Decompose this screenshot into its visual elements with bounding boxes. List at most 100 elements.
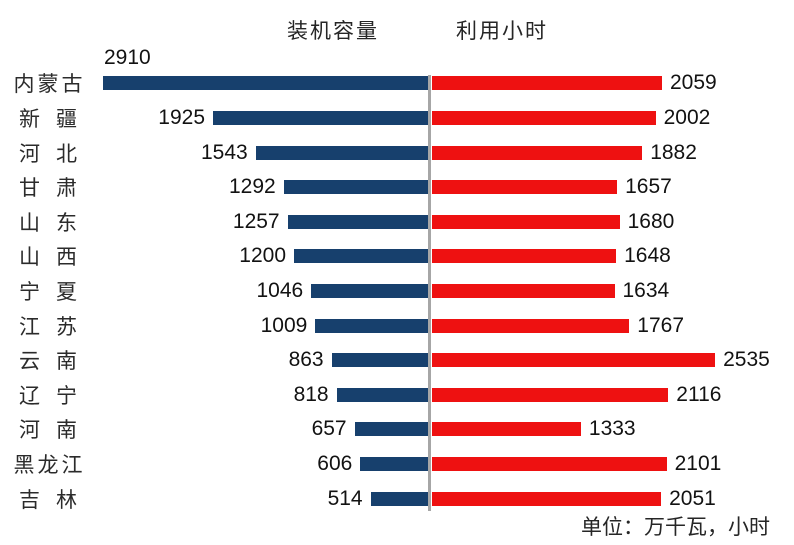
hours-bar [432,249,617,264]
category-char: 龙 [37,454,59,477]
hours-value: 2002 [663,105,711,129]
capacity-zone: 1543 [201,141,428,165]
hours-bar [432,214,620,229]
hours-zone: 1634 [432,279,669,303]
hours-zone: 2002 [432,106,710,130]
category-label: 甘肃 [9,172,87,202]
capacity-bar [255,145,428,160]
capacity-value: 1200 [239,244,286,268]
hours-value: 1634 [622,278,670,302]
category-char: 河 [19,419,40,443]
chart-rows: 内蒙古 2059 新疆 1925 2002 河北 1543 1882 甘肃 1292 1657 山东 1… [0,66,794,516]
chart-row: 宁夏 1046 1634 [0,274,794,309]
capacity-bar [311,283,428,298]
category-label: 辽宁 [9,380,87,410]
capacity-zone: 1925 [158,106,428,130]
hours-value: 2059 [670,71,717,95]
hours-value: 2535 [723,348,770,372]
hours-zone: 2051 [432,487,716,511]
capacity-zone: 1292 [229,175,428,199]
hours-bar [432,457,667,471]
category-char: 疆 [56,107,77,131]
category-label: 宁夏 [9,276,87,306]
category-char: 山 [19,211,40,235]
chart-row: 河南 657 1333 [0,412,794,447]
category-label: 河北 [9,138,87,168]
axis-divider [428,75,431,511]
hours-series-header: 利用小时 [456,20,548,43]
chart-row: 云南 863 2535 [0,343,794,378]
category-char: 蒙 [37,73,59,97]
capacity-zone: 818 [294,383,428,407]
category-label: 江苏 [9,311,87,341]
capacity-bar [287,214,428,229]
capacity-bar [315,318,428,333]
category-char: 甘 [19,177,40,201]
hours-zone: 1680 [432,210,674,234]
chart-row: 内蒙古 2059 [0,66,794,101]
capacity-value: 657 [311,417,347,441]
category-char: 辽 [19,384,40,408]
capacity-value: 818 [293,382,329,406]
capacity-bar [336,387,428,402]
category-char: 江 [61,454,83,477]
category-label: 黑龙江 [9,449,87,479]
capacity-bar [370,491,428,506]
capacity-value: 1925 [158,105,205,129]
capacity-value: 1046 [256,278,304,302]
category-char: 江 [19,315,40,339]
hours-value: 2116 [676,382,722,406]
hours-value: 1680 [627,209,675,233]
capacity-bar [360,457,428,471]
category-char: 吉 [19,488,40,512]
chart-row: 辽宁 818 2116 [0,377,794,412]
category-char: 内 [13,73,35,97]
capacity-zone: 514 [328,487,428,511]
chart-row: 山西 1200 1648 [0,239,794,274]
capacity-bar [331,353,428,368]
capacity-value: 514 [327,486,363,510]
hours-value: 1882 [650,140,697,164]
first-capacity-value: 2910 [104,46,151,69]
hours-bar [432,76,662,91]
capacity-zone: 1257 [233,210,428,234]
category-char: 苏 [56,315,77,339]
chart-row: 江苏 1009 1767 [0,308,794,343]
category-char: 南 [56,419,77,443]
category-char: 北 [56,142,77,166]
chart-row: 吉林 514 2051 [0,481,794,516]
chart-row: 山东 1257 1680 [0,204,794,239]
hours-value: 1333 [588,417,636,441]
hours-bar [432,318,630,333]
hours-value: 1767 [637,313,685,337]
hours-bar [432,145,643,160]
hours-zone: 2116 [432,383,721,407]
category-label: 河南 [9,414,87,444]
category-char: 东 [56,211,77,235]
category-char: 宁 [56,384,77,408]
capacity-bar [354,422,428,437]
category-label: 山东 [9,207,87,237]
hours-zone: 2101 [432,452,721,476]
capacity-zone: 1046 [256,279,428,303]
category-char: 河 [19,142,40,166]
hours-zone: 2059 [432,71,717,95]
hours-value: 2101 [674,452,722,475]
capacity-zone: 863 [289,348,428,372]
hours-zone: 1648 [432,244,671,268]
chart-row: 新疆 1925 2002 [0,101,794,136]
capacity-bar [103,76,428,91]
category-label: 吉林 [9,484,87,514]
chart-row: 河北 1543 1882 [0,135,794,170]
capacity-value: 863 [288,348,324,372]
category-char: 古 [61,73,83,97]
capacity-value: 1292 [228,175,276,199]
capacity-value: 1257 [232,209,280,233]
category-char: 南 [56,350,77,374]
category-char: 黑 [13,454,35,477]
category-label: 云南 [9,345,87,375]
hours-bar [432,387,669,402]
capacity-zone: 606 [317,452,428,476]
hours-zone: 1767 [432,314,684,338]
